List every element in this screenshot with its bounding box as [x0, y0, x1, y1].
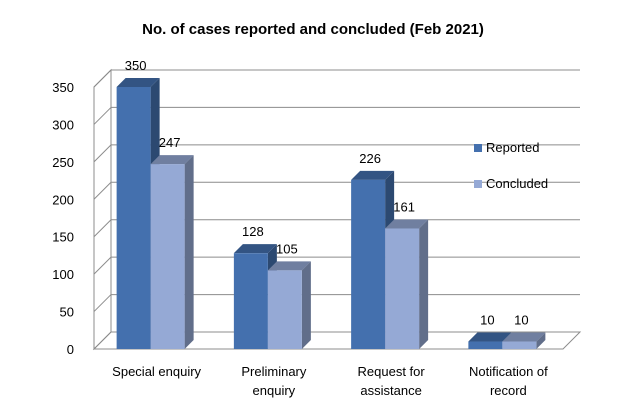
y-tick-label: 100 [52, 267, 74, 282]
y-tick-label: 300 [52, 117, 74, 132]
gridline-side [93, 219, 112, 238]
x-tick-label-line: Preliminary [241, 364, 307, 379]
chart-title: No. of cases reported and concluded (Feb… [142, 21, 484, 38]
data-label: 161 [393, 199, 415, 214]
gridline-side [93, 69, 112, 88]
bar-reported [116, 87, 151, 349]
bar-reported [233, 253, 268, 349]
bar-side [184, 155, 194, 349]
bar-top [502, 332, 546, 342]
gridline-side [93, 294, 112, 312]
x-tick-label-line: record [490, 383, 527, 398]
legend-swatch [474, 180, 482, 188]
x-tick-label-line: assistance [360, 383, 421, 398]
x-tick-label: Request for assistance [358, 364, 426, 398]
y-tick-label: 0 [67, 342, 74, 357]
legend-swatch [474, 144, 482, 152]
y-tick-label: 200 [52, 192, 74, 207]
gridline-side [93, 181, 112, 200]
y-tick-label: 50 [60, 305, 74, 320]
y-tick-label: 150 [52, 230, 74, 245]
chart-side-wall [93, 68, 112, 351]
data-label: 105 [276, 241, 298, 256]
data-label: 10 [480, 313, 494, 328]
bar-side [419, 219, 429, 349]
y-tick-label: 350 [52, 80, 74, 95]
data-label: 226 [359, 151, 381, 166]
x-tick-label-line: Request for [358, 364, 426, 379]
bar-concluded [385, 228, 420, 349]
x-tick-label-line: Notification of [469, 364, 548, 379]
bar-top [150, 155, 194, 165]
x-tick-label: Notification of record [469, 364, 548, 398]
x-tick-label-line: Special enquiry [112, 364, 201, 379]
gridline-side [93, 107, 112, 125]
bar-concluded [502, 341, 537, 349]
bar-side [301, 261, 311, 349]
x-tick-label-line: enquiry [253, 383, 296, 398]
bar-top [116, 78, 160, 87]
bar-concluded [150, 164, 185, 349]
bar-top [351, 170, 395, 180]
bar-top [233, 244, 277, 254]
data-label: 128 [242, 224, 264, 239]
gridline-side [93, 256, 112, 275]
bar-top [468, 332, 512, 342]
y-tick-label: 250 [52, 155, 74, 170]
bar-top [267, 261, 311, 271]
x-tick-label: Preliminary enquiry [241, 364, 307, 398]
data-label: 350 [125, 58, 147, 73]
legend-label: Concluded [486, 176, 548, 191]
x-tick-label: Special enquiry [112, 364, 201, 379]
bar-top [385, 219, 429, 229]
data-label: 10 [514, 313, 528, 328]
legend-label: Reported [486, 140, 539, 155]
gridline-side [93, 144, 112, 163]
data-label: 247 [159, 135, 181, 150]
bar-reported [351, 179, 386, 349]
bar-side [536, 332, 546, 349]
bar-reported [468, 341, 503, 349]
bar-concluded [267, 270, 302, 349]
